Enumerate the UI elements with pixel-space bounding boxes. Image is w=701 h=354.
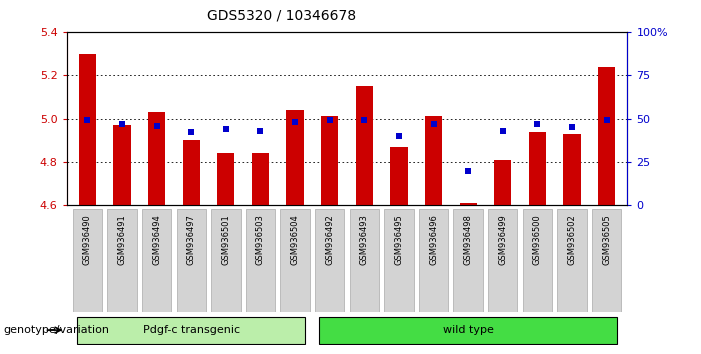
Bar <box>77 316 306 344</box>
Bar <box>488 209 517 312</box>
Bar <box>315 209 344 312</box>
Bar <box>217 153 235 205</box>
Text: GSM936503: GSM936503 <box>256 214 265 265</box>
Bar <box>114 125 130 205</box>
Bar <box>73 209 102 312</box>
Bar <box>321 116 339 205</box>
Text: GSM936500: GSM936500 <box>533 214 542 265</box>
Bar <box>598 67 615 205</box>
Bar <box>319 316 617 344</box>
Bar <box>252 153 269 205</box>
Bar <box>355 86 373 205</box>
Text: GSM936504: GSM936504 <box>291 214 299 265</box>
Bar <box>557 209 587 312</box>
Bar <box>454 209 483 312</box>
Bar <box>142 209 171 312</box>
Text: GSM936502: GSM936502 <box>568 214 576 265</box>
Text: GSM936498: GSM936498 <box>463 214 472 265</box>
Text: wild type: wild type <box>443 325 494 335</box>
Bar <box>529 132 546 205</box>
Text: GSM936493: GSM936493 <box>360 214 369 265</box>
Bar <box>177 209 206 312</box>
Bar <box>287 110 304 205</box>
Bar <box>107 209 137 312</box>
Bar <box>246 209 275 312</box>
Bar <box>523 209 552 312</box>
Text: GSM936491: GSM936491 <box>118 214 126 265</box>
Text: GSM936501: GSM936501 <box>222 214 231 265</box>
Text: GSM936494: GSM936494 <box>152 214 161 265</box>
Bar <box>494 160 512 205</box>
Text: GSM936496: GSM936496 <box>429 214 438 265</box>
Bar <box>564 134 580 205</box>
Text: GSM936495: GSM936495 <box>395 214 403 265</box>
Text: GSM936492: GSM936492 <box>325 214 334 265</box>
Bar <box>425 116 442 205</box>
Text: GSM936499: GSM936499 <box>498 214 508 265</box>
Bar <box>211 209 240 312</box>
Text: GSM936497: GSM936497 <box>186 214 196 265</box>
Bar <box>390 147 407 205</box>
Bar <box>459 203 477 205</box>
Bar <box>350 209 379 312</box>
Text: GSM936505: GSM936505 <box>602 214 611 265</box>
Text: GSM936490: GSM936490 <box>83 214 92 265</box>
Text: genotype/variation: genotype/variation <box>4 325 109 335</box>
Bar <box>280 209 310 312</box>
Bar <box>418 209 448 312</box>
Bar <box>79 53 96 205</box>
Bar <box>182 140 200 205</box>
Bar <box>384 209 414 312</box>
Text: Pdgf-c transgenic: Pdgf-c transgenic <box>143 325 240 335</box>
Bar <box>592 209 621 312</box>
Bar <box>148 112 165 205</box>
Text: GDS5320 / 10346678: GDS5320 / 10346678 <box>207 9 356 23</box>
